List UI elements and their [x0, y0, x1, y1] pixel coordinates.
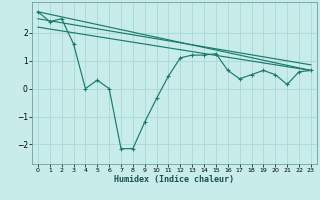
X-axis label: Humidex (Indice chaleur): Humidex (Indice chaleur): [115, 175, 234, 184]
